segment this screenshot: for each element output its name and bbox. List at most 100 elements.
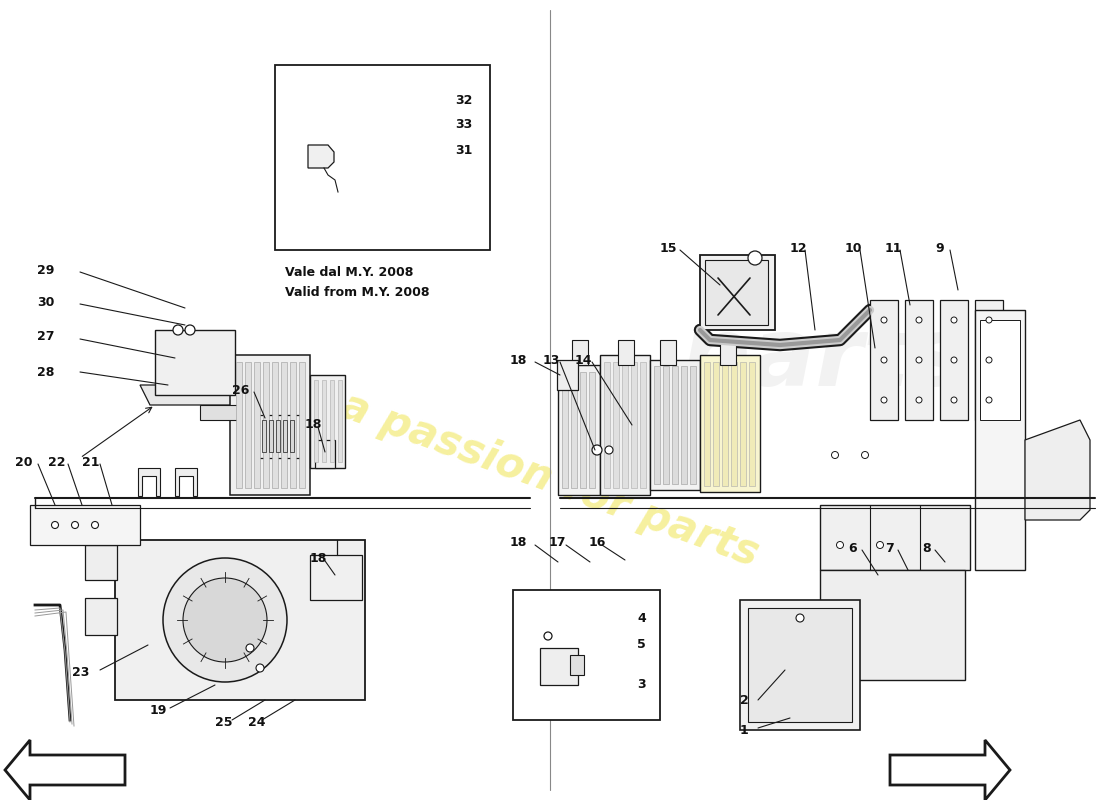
Text: 30: 30 [37,295,54,309]
Bar [980,320,1020,420]
Bar [290,420,294,452]
Bar [30,505,140,545]
Bar [230,355,310,495]
Bar [245,362,251,488]
Bar [314,380,318,462]
Circle shape [832,451,838,458]
Bar [338,380,342,462]
Bar [270,420,273,452]
Circle shape [748,251,762,265]
Bar [236,362,242,488]
Bar [940,300,968,420]
Bar [705,260,768,325]
Text: parts: parts [681,314,969,406]
Text: 16: 16 [588,537,606,550]
Bar [621,362,628,488]
Text: 24: 24 [248,715,265,729]
Circle shape [986,317,992,323]
Text: 8: 8 [922,542,931,554]
Bar [557,360,578,390]
Circle shape [72,522,78,529]
Circle shape [881,317,887,323]
Text: 32: 32 [455,94,472,106]
Text: 9: 9 [935,242,944,254]
Circle shape [256,664,264,672]
Circle shape [246,644,254,652]
Bar [275,65,490,250]
Bar [85,545,117,580]
Bar [588,372,595,488]
Bar [283,420,287,452]
Bar [613,362,619,488]
Text: a passion for parts: a passion for parts [336,385,764,575]
Text: 23: 23 [72,666,89,678]
Bar [640,362,646,488]
Bar [870,300,898,420]
Bar [558,365,600,495]
Circle shape [986,357,992,363]
Bar [299,362,305,488]
Text: 1: 1 [740,723,749,737]
Bar [975,310,1025,570]
Bar [580,372,586,488]
Circle shape [163,558,287,682]
Polygon shape [6,740,125,800]
Bar [254,362,260,488]
Bar [975,300,1003,420]
Text: 19: 19 [150,703,167,717]
Text: 14: 14 [575,354,593,366]
Text: 26: 26 [232,383,250,397]
Text: 20: 20 [15,455,33,469]
Bar [618,340,634,365]
Polygon shape [175,468,197,496]
Text: 18: 18 [305,418,322,431]
Circle shape [916,357,922,363]
Text: 27: 27 [37,330,55,343]
Text: 31: 31 [455,143,472,157]
Text: 11: 11 [886,242,902,254]
Circle shape [952,357,957,363]
Text: 4: 4 [637,611,646,625]
Text: 29: 29 [37,263,54,277]
Bar [704,362,710,486]
Bar [155,330,235,395]
Bar [290,362,296,488]
Circle shape [91,522,99,529]
Bar [660,340,676,365]
Text: 7: 7 [886,542,893,554]
Bar [330,380,334,462]
Bar [272,362,278,488]
Circle shape [881,397,887,403]
Bar [740,362,746,486]
Circle shape [916,397,922,403]
Bar [116,540,365,700]
Text: e: e [223,342,327,490]
Text: 18: 18 [310,551,328,565]
Text: 2: 2 [740,694,749,706]
Bar [654,366,660,484]
Text: 25: 25 [214,715,232,729]
Bar [749,362,755,486]
Circle shape [185,325,195,335]
Bar [690,366,696,484]
Bar [570,655,584,675]
Text: 12: 12 [790,242,807,254]
Circle shape [916,317,922,323]
Circle shape [173,325,183,335]
Bar [322,380,326,462]
Bar [572,340,588,365]
Text: 17: 17 [549,537,566,550]
Circle shape [952,317,957,323]
Bar [258,415,300,458]
Text: 5: 5 [637,638,646,651]
Circle shape [861,451,869,458]
Bar [200,405,240,420]
Text: 22: 22 [48,455,66,469]
Text: Valid from M.Y. 2008: Valid from M.Y. 2008 [285,286,429,298]
Bar [713,362,719,486]
Bar [310,555,362,600]
Bar [820,505,970,570]
Bar [820,570,965,680]
Text: Vale dal M.Y. 2008: Vale dal M.Y. 2008 [285,266,414,278]
Text: 21: 21 [82,455,99,469]
